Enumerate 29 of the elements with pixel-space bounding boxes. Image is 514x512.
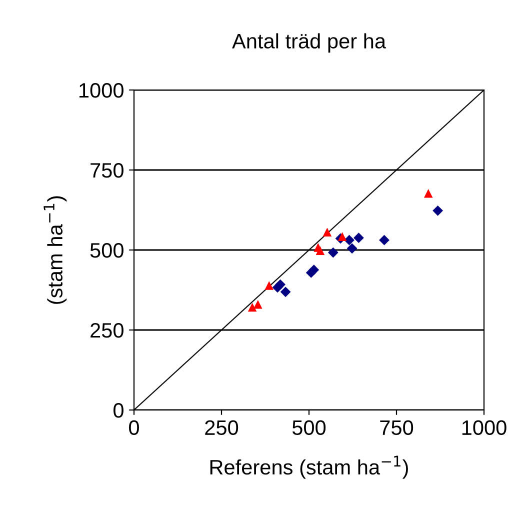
y-tick-label: 750 — [90, 163, 124, 178]
x-tick-label: 250 — [205, 420, 238, 436]
point — [354, 232, 364, 244]
x-tick-label: 1000 — [462, 420, 506, 436]
point — [264, 281, 274, 290]
y-tick-label: 250 — [90, 323, 124, 338]
y-tick-label: 1000 — [80, 83, 124, 98]
point — [254, 300, 262, 309]
point — [379, 234, 390, 246]
point — [432, 205, 443, 216]
y-tick-label: 0 — [114, 403, 124, 418]
x-tick-label: 0 — [129, 420, 139, 436]
point — [328, 247, 338, 258]
point — [338, 232, 347, 241]
point — [248, 302, 257, 312]
point — [424, 188, 433, 198]
point — [306, 268, 316, 278]
point — [280, 286, 291, 298]
chart-title: Antal träd per ha — [232, 33, 386, 53]
point — [346, 243, 358, 254]
y-tick-label: 500 — [90, 243, 124, 258]
point — [344, 234, 354, 246]
x-tick-label: 750 — [380, 420, 414, 436]
point — [272, 282, 283, 293]
y-axis-title: (stam ha$^{−1}$) — [44, 196, 67, 304]
x-axis-title: Referens (stam ha$^{−1}$) — [210, 456, 408, 479]
point — [316, 246, 325, 256]
x-tick-label: 500 — [292, 420, 326, 436]
point — [322, 228, 332, 236]
